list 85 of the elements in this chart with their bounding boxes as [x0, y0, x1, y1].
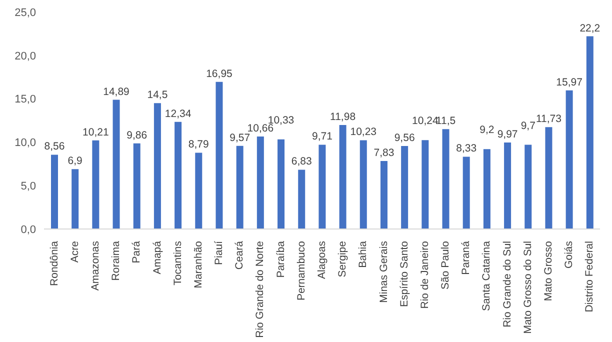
data-label: 9,7	[520, 120, 536, 132]
x-tick-label: Rio de Janeiro	[418, 240, 431, 309]
data-label: 16,95	[206, 68, 233, 80]
y-tick-label: 10,0	[14, 137, 36, 150]
bar	[195, 152, 202, 229]
x-tick-label: Bahia	[357, 240, 370, 268]
bar	[236, 146, 244, 229]
data-label: 8,56	[44, 140, 65, 153]
y-tick-label: 15,0	[14, 94, 36, 106]
x-tick-label: Mato Grosso do Sul	[522, 241, 534, 334]
x-tick-label: Minas Gerais	[378, 241, 390, 303]
x-tick-label: Roraima	[110, 240, 122, 281]
bar	[133, 143, 140, 229]
data-label: 7,83	[374, 147, 394, 160]
bar	[422, 140, 429, 229]
x-tick-label: Rondônia	[48, 240, 60, 286]
bar	[566, 90, 573, 229]
data-label: 9,86	[126, 129, 148, 142]
x-tick-label: Amazonas	[89, 241, 102, 291]
data-label: 10,24	[412, 115, 438, 128]
x-tick-label: Rio Grande do Sul	[501, 241, 514, 328]
bar	[586, 36, 594, 229]
bar	[72, 169, 79, 229]
data-label: 22,2	[580, 22, 600, 34]
bar	[339, 125, 346, 229]
data-label: 8,33	[456, 142, 477, 155]
x-tick-label: Pará	[130, 240, 143, 264]
data-label: 14,5	[147, 89, 168, 102]
x-tick-label: Paraíba	[274, 240, 287, 278]
bar	[112, 100, 120, 229]
data-label: 9,56	[394, 132, 415, 144]
bar	[545, 127, 552, 229]
x-tick-label: São Paulo	[440, 240, 452, 290]
x-tick-label: Amapá	[151, 240, 164, 274]
x-tick-label: Espírito Santo	[398, 240, 410, 307]
bar	[154, 103, 161, 229]
data-label: 12,34	[164, 108, 192, 120]
x-tick-label: Paraná	[460, 240, 472, 275]
bar	[504, 142, 512, 229]
bar	[174, 122, 182, 229]
data-label: 8,79	[188, 138, 210, 151]
data-label: 9,97	[497, 128, 518, 140]
data-label: 11,98	[330, 111, 356, 124]
data-label: 6,9	[68, 155, 83, 168]
x-tick-label: Santa Catarina	[480, 240, 493, 312]
x-tick-label: Maranhão	[192, 240, 204, 288]
x-tick-label: Tocantins	[172, 241, 184, 286]
x-tick-label: Acre	[68, 240, 81, 263]
x-tick-label: Piauí	[213, 240, 226, 265]
bar	[401, 146, 408, 229]
bar	[51, 154, 58, 229]
bar	[216, 82, 223, 229]
data-label: 10,21	[82, 126, 109, 138]
data-label: 11,5	[436, 115, 456, 128]
bar	[360, 140, 367, 229]
data-label: 14,89	[103, 86, 130, 98]
bar	[462, 156, 470, 229]
data-label: 9,2	[480, 124, 494, 136]
x-tick-label: Sergipe	[336, 240, 349, 278]
bar	[92, 140, 100, 229]
bar	[278, 139, 285, 229]
x-tick-label: Distrito Federal	[584, 241, 596, 312]
y-tick-label: 0,0	[20, 224, 36, 236]
bar	[483, 149, 490, 229]
data-label: 9,71	[312, 130, 333, 143]
bar	[380, 161, 388, 229]
data-label: 15,97	[556, 76, 583, 88]
x-tick-label: Mato Grosso	[542, 240, 555, 302]
data-label: 10,23	[350, 126, 377, 138]
bar	[298, 170, 306, 229]
data-label: 9,57	[230, 132, 250, 144]
bar	[442, 129, 450, 229]
bar	[256, 136, 264, 229]
data-label: 6,83	[291, 156, 312, 168]
x-tick-label: Goiás	[563, 241, 576, 268]
y-tick-label: 5,0	[20, 180, 36, 193]
bar	[524, 144, 532, 229]
y-tick-label: 20,0	[14, 50, 36, 62]
x-tick-label: Alagoas	[316, 241, 328, 279]
x-tick-label: Pernambuco	[295, 240, 308, 301]
bar	[318, 144, 326, 229]
y-tick-label: 25,0	[14, 6, 36, 19]
x-tick-label: Ceará	[234, 240, 246, 270]
x-tick-label: Rio Grande do Norte	[254, 240, 266, 338]
data-label: 11,73	[536, 113, 562, 126]
